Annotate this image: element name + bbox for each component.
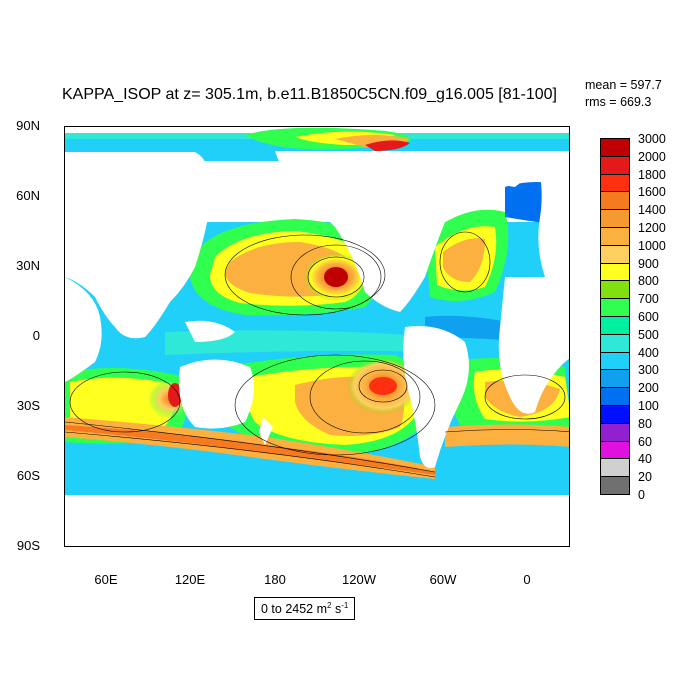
colorbar-label: 400 — [638, 345, 659, 360]
colorbar-label: 800 — [638, 274, 659, 289]
colorbar-label: 300 — [638, 363, 659, 378]
colorbar-label: 1000 — [638, 238, 666, 253]
y-tick-30s: 30S — [16, 398, 40, 413]
colorbar-label: 3000 — [638, 132, 666, 146]
colorbar-label: 500 — [638, 327, 659, 342]
colorbar-label: 600 — [638, 310, 659, 324]
y-tick-30n: 30N — [16, 258, 40, 273]
y-tick-90n: 90N — [16, 118, 40, 133]
y-tick-90s: 90S — [16, 538, 40, 553]
colorbar-swatch — [600, 173, 630, 193]
x-tick-60w: 60W — [429, 572, 457, 587]
colorbar-swatch — [600, 315, 630, 335]
north-pacific-gyre — [190, 219, 379, 316]
colorbar-swatch — [600, 226, 630, 246]
colorbar-label: 2000 — [638, 149, 666, 164]
colorbar-label: 200 — [638, 381, 659, 396]
colorbar-label: 1200 — [638, 221, 666, 235]
colorbar-swatch — [600, 369, 630, 389]
colorbar-label: 60 — [638, 434, 652, 449]
plot-title: KAPPA_ISOP at z= 305.1m, b.e11.B1850C5CN… — [62, 86, 557, 103]
colorbar-swatch — [600, 298, 630, 317]
south-pacific-gyre — [221, 354, 431, 457]
colorbar-label: 1800 — [638, 167, 666, 182]
y-tick-60s: 60S — [16, 468, 40, 483]
colorbar-label: 0 — [638, 488, 645, 502]
colorbar-swatch — [600, 387, 630, 406]
colorbar-label: 100 — [638, 399, 659, 413]
colorbar-label: 900 — [638, 256, 659, 271]
x-tick-60e: 60E — [94, 572, 118, 587]
y-tick-60n: 60N — [16, 188, 40, 203]
y-tick-0: 0 — [32, 328, 40, 343]
map-plot-area — [64, 126, 570, 547]
mean-stat: mean = 597.7 — [585, 78, 662, 92]
land-masses — [65, 151, 569, 546]
colorbar-swatch — [600, 244, 630, 264]
stats-box: mean = 597.7 rms = 669.3 — [585, 77, 662, 111]
colorbar-swatch — [600, 333, 630, 353]
colorbar-label: 40 — [638, 452, 652, 467]
rms-stat: rms = 669.3 — [585, 95, 652, 109]
colorbar-swatch — [600, 476, 630, 495]
colorbar-swatch — [600, 209, 630, 228]
range-label: 0 to 2452 m2 s-1 — [254, 597, 356, 621]
colorbar-swatch — [600, 404, 630, 424]
colorbar-label: 700 — [638, 292, 659, 307]
colorbar-swatch — [600, 280, 630, 300]
colorbar-label: 20 — [638, 470, 652, 485]
colorbar-label: 1400 — [638, 203, 666, 218]
contour-lines — [65, 231, 569, 478]
x-tick-120w: 120W — [342, 572, 376, 587]
colorbar-swatch — [600, 440, 630, 460]
colorbar-swatch — [600, 422, 630, 442]
colorbar-swatch — [600, 351, 630, 371]
colorbar-label: 80 — [638, 416, 652, 431]
colorbar-label: 1600 — [638, 185, 666, 200]
x-tick-180: 180 — [264, 572, 286, 587]
ocean-field-map — [65, 127, 569, 546]
colorbar-swatch — [600, 155, 630, 175]
colorbar — [600, 138, 630, 495]
x-tick-120e: 120E — [174, 572, 206, 587]
arctic-band — [65, 127, 569, 151]
colorbar-swatch — [600, 191, 630, 211]
x-tick-0: 0 — [523, 572, 531, 587]
colorbar-swatch — [600, 138, 630, 157]
colorbar-swatch — [600, 458, 630, 478]
colorbar-swatch — [600, 262, 630, 282]
